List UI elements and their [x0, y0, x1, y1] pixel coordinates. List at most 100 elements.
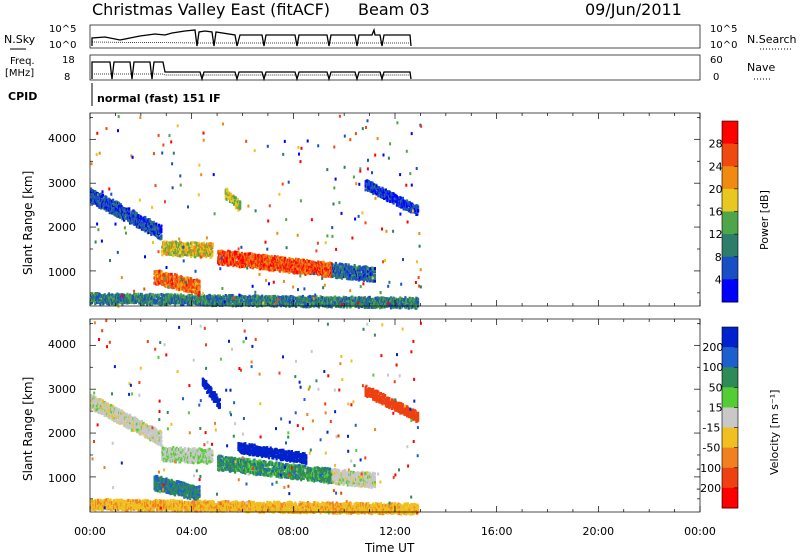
heatmap-cell — [105, 208, 108, 212]
heatmap-cell — [99, 302, 102, 306]
heatmap-cell — [121, 302, 124, 306]
heatmap-cell — [372, 192, 375, 196]
heatmap-cell — [140, 293, 143, 297]
heatmap-cell — [112, 198, 115, 202]
heatmap-cell — [227, 249, 230, 253]
heatmap-cell — [354, 132, 357, 136]
heatmap-cell — [385, 229, 388, 233]
heatmap-cell — [264, 240, 267, 244]
heatmap-cell — [278, 263, 282, 267]
heatmap-cell — [95, 200, 99, 204]
heatmap-cell — [358, 182, 361, 186]
heatmap-cell — [179, 174, 182, 178]
heatmap-cell — [341, 303, 344, 306]
heatmap-cell — [271, 296, 274, 300]
heatmap-cell — [160, 443, 163, 447]
heatmap-cell — [271, 302, 274, 306]
heatmap-cell — [345, 277, 349, 281]
heatmap-cell — [94, 404, 97, 408]
heatmap-cell — [224, 254, 227, 258]
heatmap-cell — [389, 142, 392, 146]
heatmap-cell — [154, 184, 157, 188]
heatmap-cell — [160, 236, 163, 240]
heatmap-cell — [349, 138, 352, 142]
heatmap-cell — [157, 293, 160, 297]
heatmap-cell — [155, 222, 158, 226]
heatmap-cell — [373, 273, 376, 277]
heatmap-cell — [339, 305, 343, 309]
heatmap-cell — [414, 209, 417, 213]
heatmap-cell — [179, 183, 182, 187]
heatmap-cell — [194, 280, 197, 284]
heatmap-cell — [161, 253, 164, 257]
heatmap-cell — [336, 269, 339, 273]
nave-trace — [94, 73, 410, 76]
heatmap-cell — [229, 258, 232, 262]
heatmap-cell — [155, 225, 158, 228]
heatmap-cell — [303, 287, 306, 291]
heatmap-cell — [276, 231, 279, 235]
heatmap-cell — [103, 404, 106, 408]
heatmap-cell — [194, 255, 197, 259]
nave-tick-top: 60 — [710, 55, 723, 66]
heatmap-cell — [94, 189, 97, 193]
heatmap-cell — [323, 283, 326, 287]
heatmap-cell — [182, 259, 185, 263]
heatmap-cell — [273, 294, 276, 298]
heatmap-cell — [333, 297, 336, 301]
heatmap-cell — [291, 265, 294, 269]
colorbar-segment — [722, 234, 738, 258]
heatmap-cell — [381, 186, 384, 190]
heatmap-cell — [90, 395, 93, 399]
heatmap-cell — [374, 153, 377, 157]
heatmap-cell — [196, 291, 199, 295]
heatmap-cell — [90, 407, 93, 411]
heatmap-cell — [262, 301, 265, 305]
heatmap-cell — [151, 302, 154, 306]
heatmap-cell — [366, 167, 369, 171]
heatmap-cell — [304, 299, 307, 303]
heatmap-cell — [340, 211, 343, 215]
heatmap-cell — [260, 262, 263, 266]
heatmap-cell — [411, 297, 415, 301]
heatmap-cell — [110, 192, 113, 196]
heatmap-cell — [156, 301, 160, 305]
heatmap-cell — [415, 206, 418, 210]
heatmap-cell — [194, 269, 197, 273]
heatmap-cell — [288, 297, 291, 301]
heatmap-cell — [341, 268, 344, 272]
heatmap-cell — [371, 272, 374, 276]
heatmap-cell — [371, 185, 374, 189]
heatmap-cell — [348, 271, 351, 275]
heatmap-cell — [299, 271, 302, 275]
heatmap-cell — [343, 165, 346, 169]
heatmap-cell — [162, 457, 166, 461]
heatmap-cell — [203, 243, 206, 247]
heatmap-cell — [220, 298, 223, 302]
heatmap-cell — [117, 129, 119, 133]
heatmap-cell — [362, 276, 365, 280]
heatmap-cell — [269, 295, 272, 299]
heatmap-cell — [175, 299, 178, 303]
heatmap-cell — [206, 294, 209, 298]
heatmap-cell — [259, 267, 262, 271]
heatmap-cell — [154, 439, 157, 443]
heatmap-cell — [162, 245, 166, 248]
heatmap-cell — [156, 300, 159, 304]
heatmap-cell — [331, 234, 334, 238]
heatmap-cell — [115, 299, 118, 303]
beam-label: Beam 03 — [358, 0, 430, 19]
colorbar-segment — [722, 188, 738, 212]
heatmap-cell — [170, 272, 173, 276]
heatmap-cell — [179, 293, 182, 297]
heatmap-cell — [130, 428, 133, 432]
heatmap-cell — [190, 255, 193, 258]
freq-label-line2: [MHz] — [5, 68, 34, 79]
heatmap-cell — [224, 294, 227, 297]
heatmap-cell — [189, 301, 192, 305]
heatmap-cell — [336, 275, 339, 279]
heatmap-cell — [240, 298, 243, 302]
heatmap-cell — [123, 217, 127, 221]
heatmap-cell — [90, 296, 93, 300]
